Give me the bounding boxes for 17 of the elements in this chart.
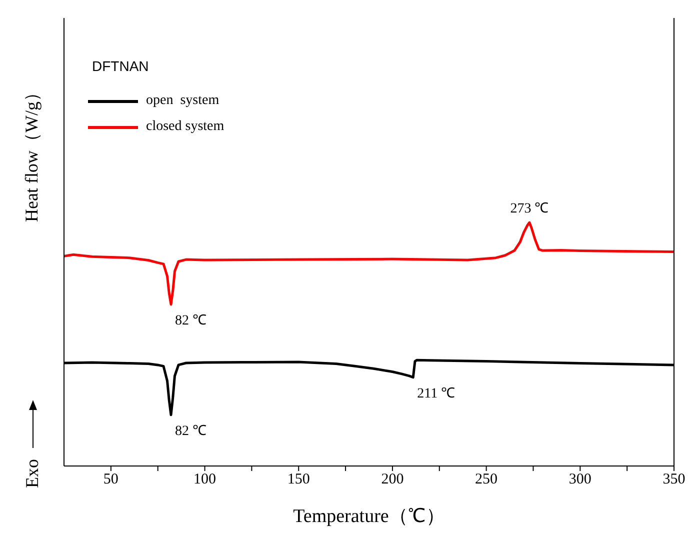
x-tick-label: 350 (662, 472, 686, 488)
x-tick-label: 200 (381, 472, 404, 488)
legend-label: closed system (146, 119, 224, 135)
annotation: 82 ℃ (174, 424, 206, 439)
legend-label: open system (146, 93, 220, 109)
text: Exo (22, 459, 42, 488)
annotation: 82 ℃ (174, 313, 206, 328)
x-tick-label: 300 (568, 472, 592, 488)
x-axis-title: Temperature（℃） (293, 506, 445, 527)
x-tick-label: 150 (287, 472, 310, 488)
annotation: 211 ℃ (417, 386, 456, 402)
x-tick-label: 250 (475, 472, 498, 488)
annotation: 273 ℃ (510, 202, 549, 217)
legend-title: DFTNAN (92, 58, 150, 74)
x-tick-label: 50 (103, 472, 118, 488)
x-tick-label: 100 (194, 472, 216, 488)
y-axis-title: Heat flow（W/g） (21, 84, 42, 222)
